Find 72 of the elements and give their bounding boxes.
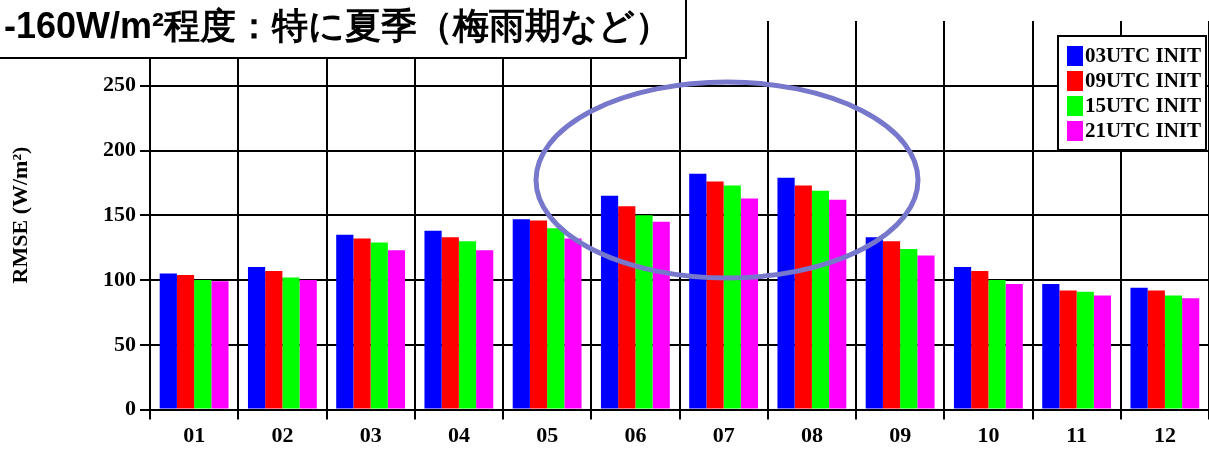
bar (353, 238, 371, 409)
bar (370, 242, 388, 409)
bar (1130, 287, 1148, 409)
bar (882, 241, 901, 409)
legend-label: 09UTC INIT (1084, 68, 1201, 93)
x-tick-label: 06 (624, 422, 647, 448)
y-tick-label: 200 (103, 136, 136, 162)
bar (159, 273, 177, 409)
bar (1147, 290, 1165, 409)
x-tick-label: 04 (447, 422, 470, 448)
y-tick-label: 0 (125, 395, 136, 421)
x-tick-label: 07 (712, 422, 735, 448)
bar (547, 228, 565, 409)
x-tick-label: 01 (183, 422, 206, 448)
bar (652, 221, 670, 409)
bar (953, 267, 972, 409)
bar (476, 250, 494, 409)
bar (1182, 298, 1200, 409)
x-tick-label: 08 (800, 422, 823, 448)
bar (458, 241, 477, 409)
bar (988, 280, 1006, 409)
x-tick-label: 10 (977, 422, 1000, 448)
bar (529, 220, 548, 409)
bar (265, 271, 283, 409)
bar (424, 230, 442, 409)
bar (917, 255, 935, 409)
bar (706, 181, 724, 409)
bar (1164, 295, 1183, 409)
x-tick-label: 03 (359, 422, 382, 448)
legend-label: 03UTC INIT (1084, 43, 1201, 68)
y-tick-label: 150 (103, 200, 136, 226)
bar (441, 237, 459, 409)
bar (299, 280, 317, 409)
bar (1059, 290, 1077, 409)
bar (176, 274, 195, 409)
bar (387, 250, 406, 409)
x-tick-label: 05 (536, 422, 559, 448)
bar (777, 177, 795, 409)
y-axis-title: RMSE (W/m²) (7, 146, 33, 284)
bar (1093, 295, 1112, 409)
bar (811, 190, 830, 409)
chart-title: -160W/m²程度：特に夏季（梅雨期など） (0, 0, 688, 59)
bar (865, 237, 883, 409)
bar (689, 173, 707, 409)
bar (564, 238, 582, 409)
x-tick-label: 09 (889, 422, 912, 448)
bar (829, 199, 847, 409)
x-tick-label: 02 (271, 422, 294, 448)
x-tick-label: 11 (1066, 422, 1088, 448)
bar (740, 198, 759, 409)
bar (211, 281, 229, 409)
legend-label: 15UTC INIT (1084, 93, 1201, 118)
bar (1042, 283, 1060, 409)
x-tick-label: 12 (1153, 422, 1176, 448)
bar (794, 185, 812, 409)
bar (194, 280, 212, 409)
bar (635, 215, 653, 409)
legend-label: 21UTC INIT (1084, 118, 1201, 143)
bar (336, 234, 354, 409)
bar (1076, 291, 1094, 409)
bar (1005, 283, 1023, 409)
bar (971, 271, 989, 409)
bar (900, 248, 918, 409)
y-tick-label: 250 (103, 71, 136, 97)
bar (247, 267, 266, 409)
y-tick-label: 100 (103, 265, 136, 291)
bar (512, 219, 530, 409)
bar (600, 195, 619, 409)
bar (723, 185, 741, 409)
y-tick-label: 50 (114, 330, 136, 356)
bar (618, 206, 636, 409)
bar (282, 277, 300, 409)
